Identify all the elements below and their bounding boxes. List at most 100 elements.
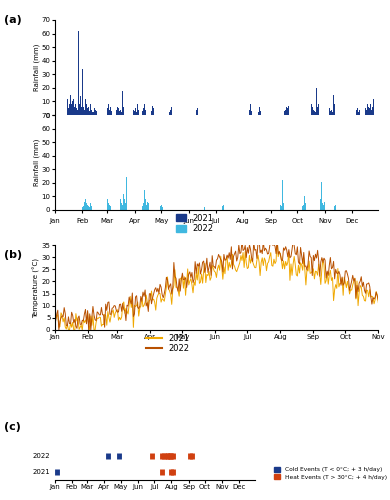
Bar bbox=[143, 203, 144, 210]
Bar bbox=[144, 190, 145, 210]
Bar bbox=[76, 108, 77, 115]
Bar bbox=[323, 204, 324, 210]
Bar bbox=[83, 194, 84, 210]
Bar bbox=[109, 204, 110, 210]
Bar bbox=[333, 94, 334, 115]
Bar bbox=[145, 199, 146, 210]
Bar bbox=[115, 104, 116, 115]
Bar bbox=[88, 206, 89, 210]
Bar bbox=[81, 107, 82, 115]
Bar bbox=[125, 203, 126, 210]
Bar bbox=[304, 196, 305, 210]
Bar bbox=[86, 104, 87, 115]
Bar bbox=[330, 111, 331, 115]
Bar bbox=[72, 102, 73, 115]
Bar bbox=[372, 68, 373, 115]
Bar bbox=[124, 199, 125, 210]
Bar bbox=[84, 110, 85, 115]
Bar bbox=[324, 202, 325, 210]
Bar bbox=[169, 112, 170, 115]
Bar bbox=[368, 107, 369, 115]
Bar bbox=[302, 206, 303, 210]
Bar bbox=[357, 108, 358, 115]
Bar bbox=[365, 108, 366, 115]
Bar bbox=[305, 203, 306, 210]
Bar bbox=[136, 112, 137, 115]
Bar bbox=[280, 204, 281, 210]
Bar bbox=[359, 110, 360, 115]
Bar bbox=[314, 111, 315, 115]
Bar bbox=[89, 208, 90, 210]
Bar bbox=[153, 108, 154, 115]
Bar bbox=[119, 111, 120, 115]
Bar bbox=[68, 108, 69, 115]
Bar bbox=[96, 111, 97, 115]
Bar bbox=[121, 112, 122, 115]
Bar bbox=[316, 108, 317, 115]
Bar bbox=[283, 203, 284, 210]
Bar bbox=[116, 110, 117, 115]
Bar bbox=[142, 111, 143, 115]
Bar bbox=[94, 108, 95, 115]
Bar bbox=[84, 202, 85, 210]
Bar bbox=[250, 104, 251, 115]
Bar bbox=[77, 110, 78, 115]
Bar bbox=[120, 110, 121, 115]
Bar bbox=[87, 108, 88, 115]
Bar bbox=[369, 108, 370, 115]
Bar bbox=[83, 102, 84, 115]
Bar bbox=[146, 204, 147, 210]
Bar bbox=[281, 206, 282, 210]
Bar bbox=[315, 112, 316, 115]
Bar bbox=[195, 111, 197, 115]
Bar bbox=[111, 111, 112, 115]
Bar bbox=[74, 50, 76, 115]
Bar bbox=[89, 111, 90, 115]
Bar bbox=[282, 180, 283, 210]
Bar bbox=[90, 206, 92, 210]
Bar bbox=[108, 104, 109, 115]
Bar bbox=[329, 108, 330, 115]
Bar bbox=[88, 107, 89, 115]
Bar bbox=[285, 110, 286, 115]
Bar bbox=[320, 199, 321, 210]
Bar bbox=[95, 110, 96, 115]
Bar bbox=[121, 203, 122, 210]
Bar bbox=[258, 112, 259, 115]
Bar bbox=[222, 206, 223, 210]
Bar bbox=[147, 206, 149, 210]
Bar bbox=[70, 94, 71, 115]
Bar bbox=[251, 111, 252, 115]
Bar bbox=[118, 108, 119, 115]
Bar bbox=[367, 104, 368, 115]
Bar bbox=[134, 111, 135, 115]
Bar bbox=[67, 98, 68, 115]
Bar bbox=[249, 110, 250, 115]
Legend: 2021, 2022: 2021, 2022 bbox=[176, 214, 214, 234]
Bar bbox=[161, 204, 162, 210]
Bar bbox=[69, 104, 70, 115]
Bar bbox=[120, 199, 121, 210]
Bar bbox=[162, 208, 163, 210]
Bar bbox=[109, 110, 110, 115]
Bar bbox=[284, 111, 285, 115]
Bar bbox=[358, 112, 359, 115]
Bar bbox=[371, 110, 372, 115]
Bar bbox=[137, 104, 138, 115]
Bar bbox=[356, 111, 357, 115]
Bar bbox=[73, 98, 74, 115]
Bar bbox=[144, 104, 145, 115]
Bar bbox=[142, 206, 143, 210]
Bar bbox=[322, 203, 323, 210]
Bar bbox=[86, 203, 87, 210]
Bar bbox=[108, 203, 109, 210]
Y-axis label: Rainfall (mm): Rainfall (mm) bbox=[34, 44, 40, 91]
Bar bbox=[335, 204, 336, 210]
Bar bbox=[303, 204, 304, 210]
Bar bbox=[82, 69, 83, 115]
Bar bbox=[151, 111, 152, 115]
Bar bbox=[288, 106, 289, 115]
Bar bbox=[171, 107, 172, 115]
Bar bbox=[85, 98, 86, 115]
Bar bbox=[286, 107, 287, 115]
